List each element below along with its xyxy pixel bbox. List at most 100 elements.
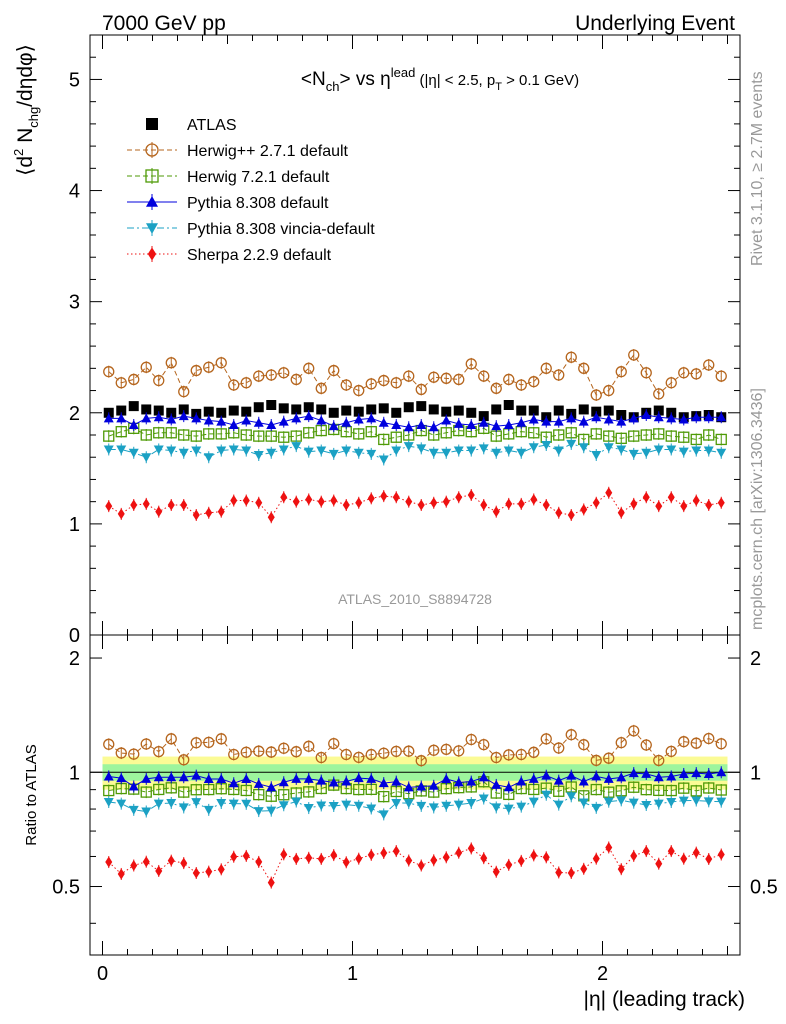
series-4-point — [553, 446, 564, 456]
series-3-point — [528, 414, 539, 424]
ratio-tick-label-right: 1 — [750, 762, 761, 784]
series-0-point — [578, 404, 589, 415]
series-1-ratio-point — [215, 733, 227, 745]
series-4-ratio-point — [541, 790, 552, 800]
series-3-point — [641, 410, 652, 419]
series-4-ratio-point — [191, 798, 202, 808]
legend-marker — [147, 247, 157, 261]
series-0-point — [203, 406, 214, 417]
series-3-ratio-point — [228, 778, 239, 788]
series-1-ratio-point — [565, 729, 577, 741]
series-3-ratio-point — [578, 776, 589, 786]
series-5-ratio-point — [392, 845, 400, 857]
series-4-point — [603, 443, 614, 453]
series-3-point — [441, 415, 452, 425]
series-2-point — [528, 427, 540, 439]
series-0-point — [266, 400, 277, 410]
series-2-ratio-point — [628, 781, 640, 793]
series-1-ratio-point — [140, 738, 152, 750]
mcplots-reference-label: mcplots.cern.ch [arXiv:1306.3436] — [749, 388, 766, 630]
series-1-point — [228, 379, 240, 391]
series-5-point — [230, 495, 238, 507]
main-panel: 0 1 2 3 4 5 <Nch> vs ηlead (|η| < 2.5, pT > 0… — [11, 34, 741, 647]
series-4-point — [453, 446, 464, 456]
series-4-point — [253, 451, 264, 460]
series-3-ratio-point — [416, 781, 427, 791]
series-3-point — [328, 421, 339, 431]
series-4-point — [566, 439, 577, 449]
chart-title: <Nch> vs ηlead (|η| < 2.5, pT > 0.1 GeV) — [301, 65, 579, 94]
series-1-point — [353, 384, 365, 397]
legend-marker — [146, 196, 158, 207]
series-4-point — [341, 446, 352, 456]
series-3-ratio-point — [103, 771, 114, 781]
series-5-ratio-point — [492, 866, 500, 878]
series-4-point — [366, 449, 377, 459]
series-1-point — [465, 358, 477, 370]
ratio-series-layer — [103, 724, 727, 889]
series-4-point — [216, 446, 227, 456]
series-3-ratio-point — [666, 771, 677, 781]
series-0-point — [391, 407, 402, 418]
ratio-panel: 0.5 0.5 1 1 2 2 0 1 2 Ratio to ATLAS — [23, 634, 778, 985]
series-3-point — [416, 420, 427, 429]
series-1-ratio-point — [290, 746, 302, 758]
legend-label: Pythia 8.308 vincia-default — [187, 221, 375, 238]
series-1-point — [128, 373, 140, 386]
series-3-point — [478, 417, 489, 427]
series-3-ratio-point — [553, 775, 564, 785]
series-1-point — [103, 366, 115, 378]
series-5-ratio-point — [667, 845, 675, 857]
series-4-point — [628, 449, 639, 459]
series-3-point — [203, 415, 214, 425]
y-axis-label-part: 2 — [11, 149, 26, 156]
series-0-point — [528, 405, 539, 416]
series-0-point — [178, 404, 189, 415]
series-1-ratio-point — [315, 751, 327, 764]
series-2-point — [390, 431, 402, 443]
series-4-point — [141, 453, 152, 463]
series-1-point — [340, 379, 352, 391]
series-3-ratio-point — [703, 768, 714, 778]
series-1-point — [653, 388, 665, 400]
series-4-point — [541, 441, 552, 450]
chart-title-part: lead — [391, 65, 416, 80]
y-tick-label: 0 — [69, 625, 80, 647]
series-2-point — [665, 430, 677, 442]
ratio-tick-label: 1 — [69, 762, 80, 784]
series-5-point — [317, 496, 325, 508]
series-2-ratio-point — [715, 784, 727, 796]
series-0-point — [303, 402, 314, 413]
series-1-ratio-point — [178, 754, 190, 766]
series-5-ratio-point — [380, 847, 388, 859]
series-5-point — [592, 497, 600, 509]
legend-marker — [146, 223, 158, 234]
series-2-point — [253, 430, 265, 442]
series-1-point — [140, 361, 152, 373]
series-3-ratio-point — [116, 773, 127, 783]
series-5-point — [492, 506, 500, 518]
series-3-point — [116, 413, 127, 423]
y-axis-label-part: chg — [26, 107, 41, 128]
series-1-ratio-point — [640, 739, 652, 751]
series-4-ratio-point — [441, 801, 452, 811]
series-5-ratio-point — [505, 859, 513, 871]
series-1-point — [203, 361, 215, 373]
series-3-point — [341, 417, 352, 427]
series-1-ratio-point — [153, 745, 165, 758]
series-4-ratio-point — [378, 810, 389, 820]
series-1-point — [678, 367, 690, 379]
series-1-ratio-point — [515, 748, 527, 761]
series-4-ratio-point — [341, 800, 352, 810]
series-4-ratio-point — [591, 803, 602, 813]
series-4-point — [266, 448, 277, 458]
series-2-point — [553, 429, 565, 441]
series-4-ratio-point — [328, 801, 339, 811]
series-3-ratio-point — [516, 776, 527, 786]
series-4-point — [591, 451, 602, 460]
series-2-ratio-point — [703, 782, 715, 794]
series-3-ratio-point — [691, 768, 702, 778]
series-1-ratio-point — [265, 746, 277, 758]
series-4-point — [478, 444, 489, 454]
series-1-point — [378, 374, 390, 387]
